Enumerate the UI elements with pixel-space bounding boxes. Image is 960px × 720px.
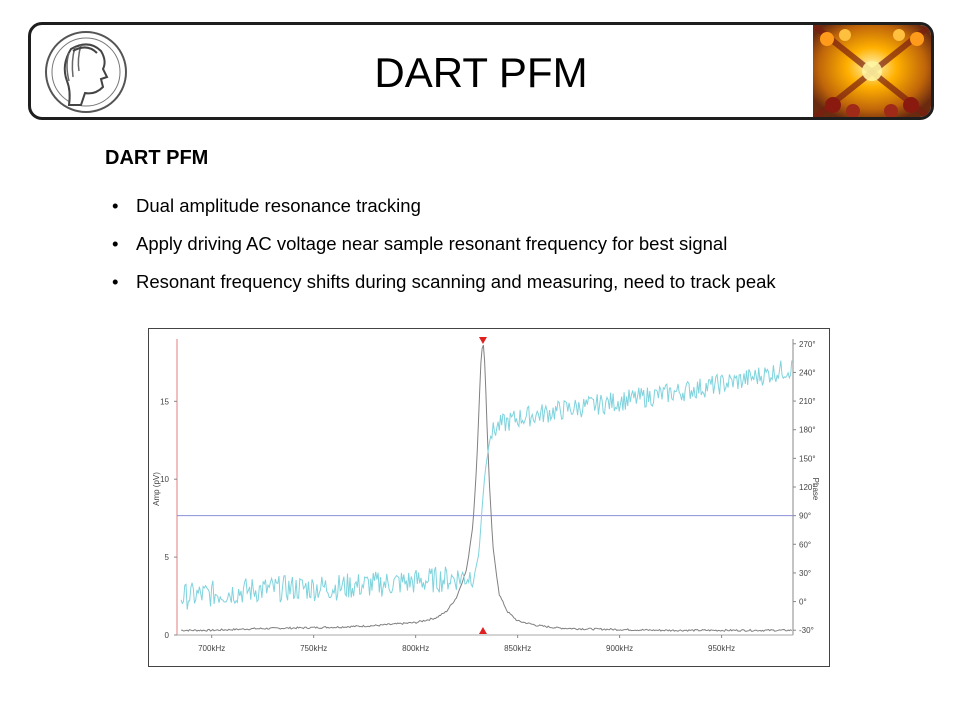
y2-tick-label: 30°	[799, 569, 811, 578]
x-tick-label: 750kHz	[300, 644, 327, 653]
x-tick-label: 950kHz	[708, 644, 735, 653]
x-tick-label: 900kHz	[606, 644, 633, 653]
bullet-dot: •	[112, 195, 119, 216]
bullet-item: • Dual amplitude resonance tracking	[112, 193, 776, 231]
y2-tick-label: 90°	[799, 512, 811, 521]
y2-tick-label: 120°	[799, 483, 816, 492]
y-tick-label: 5	[165, 553, 170, 562]
y2-tick-label: 180°	[799, 426, 816, 435]
slide-heading: DART PFM	[105, 147, 209, 169]
y-tick-label: 15	[160, 397, 169, 406]
y2-tick-label: 240°	[799, 368, 816, 377]
phase-series-line	[180, 360, 793, 610]
x-tick-label: 700kHz	[198, 644, 225, 653]
resonance-chart: Amp (pV) Phase 0 5 10 15 -30° 0° 30° 60° 90° 120°…	[148, 328, 830, 667]
x-tick-label: 850kHz	[504, 644, 531, 653]
minerva-logo	[45, 31, 127, 113]
y2-tick-label: -30°	[799, 626, 814, 635]
title-banner: DART PFM	[28, 22, 934, 120]
crystal-lattice-image	[813, 25, 931, 117]
bullet-text: Resonant frequency shifts during scannin…	[136, 271, 776, 292]
bullet-list: • Dual amplitude resonance tracking • Appl…	[112, 193, 776, 307]
resonance-marker-bottom	[478, 627, 487, 634]
bullet-text: Apply driving AC voltage near sample res…	[136, 233, 728, 254]
y-axis-label: Amp (pV)	[152, 472, 161, 506]
y-tick-label: 10	[160, 475, 169, 484]
y2-tick-label: 270°	[799, 340, 816, 349]
x-tick-label: 800kHz	[402, 644, 429, 653]
y-tick-label: 0	[165, 631, 170, 640]
bullet-dot: •	[112, 271, 119, 292]
y2-tick-label: 210°	[799, 397, 816, 406]
bullet-item: • Resonant frequency shifts during scanni…	[112, 269, 776, 307]
chart-svg: Amp (pV) Phase 0 5 10 15 -30° 0° 30° 60° 90° 120°…	[152, 337, 820, 653]
y2-tick-label: 60°	[799, 540, 811, 549]
y2-tick-label: 0°	[799, 598, 807, 607]
bullet-item: • Apply driving AC voltage near sample re…	[112, 231, 776, 269]
amplitude-series-line	[181, 344, 793, 632]
resonance-marker-top	[478, 337, 487, 344]
bullet-dot: •	[112, 233, 119, 254]
y2-tick-label: 150°	[799, 454, 816, 463]
header-title: DART PFM	[374, 49, 588, 96]
y2-axis-label: Phase	[811, 478, 820, 501]
bullet-text: Dual amplitude resonance tracking	[136, 195, 421, 216]
